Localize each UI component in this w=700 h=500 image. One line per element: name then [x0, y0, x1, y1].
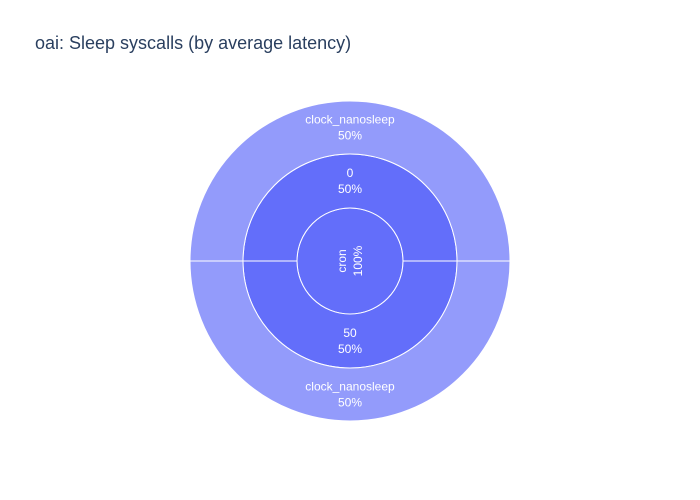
segment-1-child-0-label: clock_nanosleep 50% — [305, 380, 395, 410]
segment-root-name: cron — [335, 249, 349, 272]
chart-title: oai: Sleep syscalls (by average latency) — [35, 33, 352, 53]
segment-1-child-0-name: clock_nanosleep — [305, 380, 395, 394]
segment-0-child-0-name: clock_nanosleep — [305, 113, 395, 127]
segment-0-child-0-wedge[interactable] — [189, 100, 511, 262]
segment-1-child-0-wedge[interactable] — [189, 260, 511, 422]
segment-root-label: cron 100% — [335, 245, 365, 276]
sunburst-wedges — [189, 100, 511, 422]
segment-0-child-0-percent: 50% — [338, 129, 362, 143]
segment-1-name: 50 — [343, 326, 357, 340]
segment-0-percent: 50% — [338, 182, 362, 196]
segment-1-child-0-percent: 50% — [338, 396, 362, 410]
segment-0-name: 0 — [347, 166, 354, 180]
segment-1-label: 50 50% — [338, 326, 362, 356]
segment-root-wedge[interactable] — [296, 207, 404, 315]
segment-0-label: 0 50% — [338, 166, 362, 196]
segment-0-child-0-label: clock_nanosleep 50% — [305, 113, 395, 143]
segment-1-percent: 50% — [338, 342, 362, 356]
segment-root-percent: 100% — [351, 245, 365, 276]
sunburst-labels: cron 100%0 50%clock_nanosleep 50%50 50%clock… — [305, 113, 395, 410]
